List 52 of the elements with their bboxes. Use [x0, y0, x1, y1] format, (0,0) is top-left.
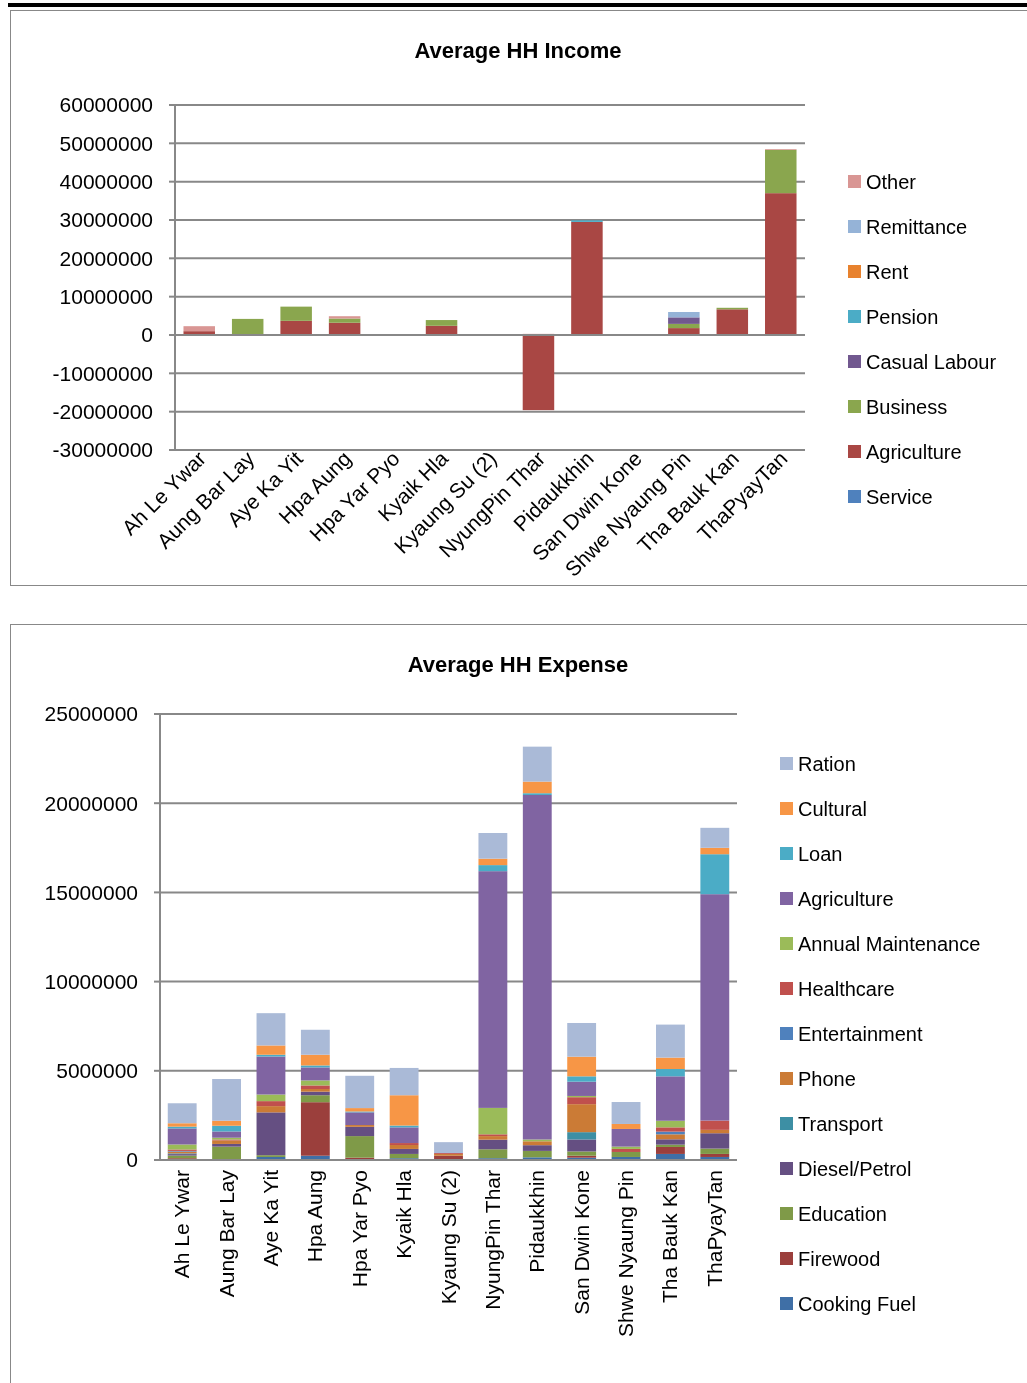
- legend-label: Cultural: [798, 798, 867, 820]
- y-tick-label: 30000000: [59, 208, 153, 232]
- legend-label: Diesel/Petrol: [798, 1158, 912, 1180]
- legend-label: Education: [798, 1203, 887, 1225]
- y-tick-label: 20000000: [59, 246, 153, 270]
- y-tick-label: -10000000: [52, 361, 153, 385]
- y-tick-label: 0: [126, 1148, 138, 1172]
- y-tick-label: 10000000: [44, 969, 138, 993]
- legend-label: Healthcare: [798, 978, 895, 1000]
- legend-label: Casual Labour: [866, 351, 997, 373]
- legend-label: Ration: [798, 753, 856, 775]
- y-tick-label: 15000000: [44, 880, 138, 904]
- y-tick-label: 0: [141, 323, 153, 347]
- legend-label: Cooking Fuel: [798, 1293, 916, 1315]
- y-tick-label: 50000000: [59, 131, 153, 155]
- x-tick-label: Kyaik Hla: [392, 1169, 416, 1259]
- legend-label: Rent: [866, 261, 909, 283]
- legend-label: Loan: [798, 843, 843, 865]
- chart-title: Average HH Income: [414, 38, 622, 63]
- x-tick-label: Tha Bauk Kan: [658, 1170, 682, 1304]
- x-tick-label: Shwe Nyaung Pin: [614, 1170, 638, 1337]
- legend-label: Annual Maintenance: [798, 933, 981, 955]
- y-tick-label: 20000000: [44, 791, 138, 815]
- legend-label: Entertainment: [798, 1023, 923, 1045]
- x-tick-label: Aye Ka Yit: [258, 1169, 282, 1267]
- legend-label: Transport: [798, 1113, 884, 1135]
- x-tick-label: ThaPyayTan: [702, 1170, 726, 1287]
- x-tick-label: NyungPin Thar: [480, 1170, 504, 1310]
- legend-label: Pension: [866, 306, 939, 328]
- legend-label: Business: [866, 396, 948, 418]
- y-tick-label: 60000000: [59, 93, 153, 117]
- legend-label: Agriculture: [866, 441, 962, 463]
- legend-label: Remittance: [866, 216, 968, 238]
- y-tick-label: -30000000: [52, 438, 153, 462]
- y-tick-label: -20000000: [52, 400, 153, 424]
- legend-label: Firewood: [798, 1248, 881, 1270]
- y-tick-label: 10000000: [59, 285, 153, 309]
- y-tick-label: 25000000: [44, 702, 138, 726]
- x-tick-label: Ah Le Ywar: [170, 1170, 194, 1279]
- legend-label: Phone: [798, 1068, 856, 1090]
- legend-label: Agriculture: [798, 888, 894, 910]
- legend-label: Other: [866, 171, 917, 193]
- legend-label: Service: [866, 486, 933, 508]
- x-tick-label: Aung Bar Lay: [214, 1169, 238, 1298]
- chart-title: Average HH Expense: [407, 652, 629, 677]
- x-tick-label: Pidaukkhin: [525, 1170, 549, 1273]
- x-tick-label: San Dwin Kone: [569, 1170, 593, 1315]
- x-tick-label: Hpa Aung: [303, 1170, 327, 1263]
- y-tick-label: 5000000: [56, 1059, 138, 1083]
- x-tick-label: Hpa Yar Pyo: [347, 1170, 371, 1288]
- y-tick-label: 40000000: [59, 170, 153, 194]
- x-tick-label: Kyaung Su (2): [436, 1170, 460, 1305]
